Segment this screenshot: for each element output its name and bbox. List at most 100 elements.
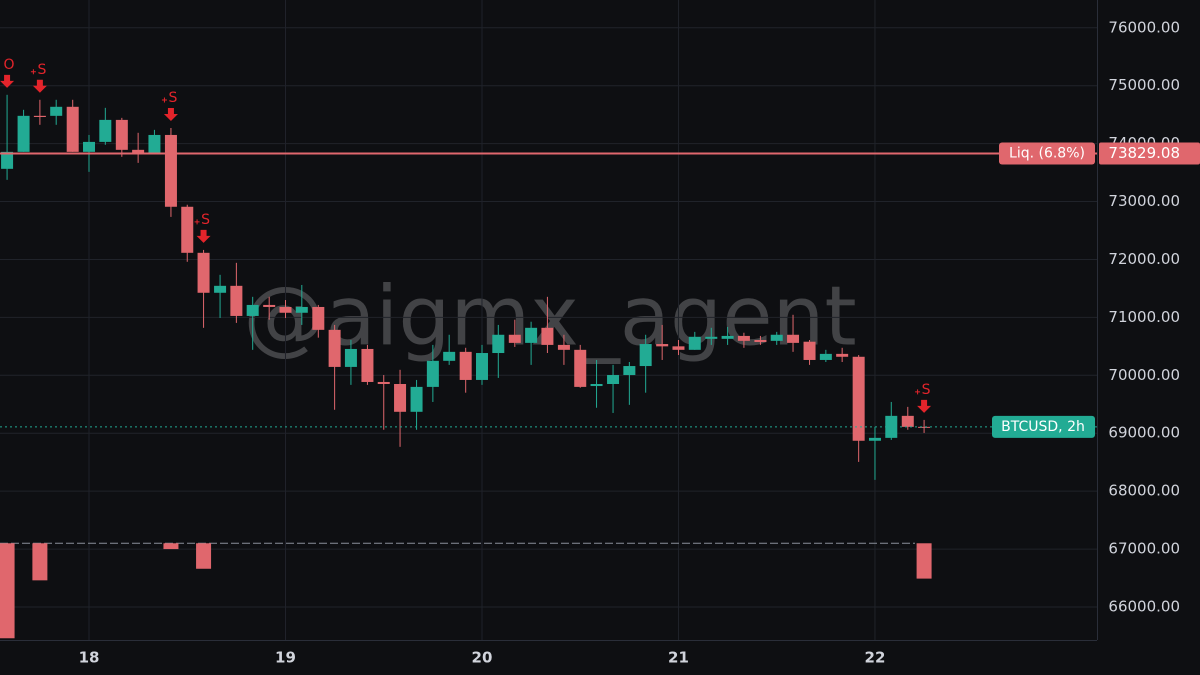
candle-body [328, 329, 341, 367]
y-tick-label: 69000.00 [1108, 424, 1180, 442]
y-tick-label: 67000.00 [1108, 540, 1180, 558]
candle-body [394, 384, 407, 412]
candle-body [115, 119, 128, 150]
marks [0, 94, 932, 639]
candle-body [672, 346, 685, 350]
x-tick-label: 19 [275, 649, 296, 667]
candle-body [754, 339, 767, 343]
marker-plus [194, 219, 200, 225]
marker-label: S [922, 382, 931, 398]
indicator-bar [0, 543, 15, 639]
candle-body [836, 353, 849, 357]
candle-body [246, 304, 259, 316]
marker-plus [30, 69, 36, 75]
candle-body [623, 366, 636, 376]
candle-body [656, 344, 669, 347]
candle-body [344, 348, 357, 367]
candle-body [918, 426, 931, 428]
candle-body [33, 115, 46, 117]
liq-price-box [1099, 142, 1200, 165]
overlay: O S S S S Liq. (6.8%) BTCUSD, 2h [0, 57, 1097, 438]
candle-body [819, 353, 832, 360]
candle-body [492, 334, 505, 354]
candle-body [443, 351, 456, 361]
candle-body [164, 134, 177, 207]
candle-body [737, 335, 750, 341]
x-tick-label: 20 [472, 649, 493, 667]
candle-body [590, 384, 603, 387]
candle-body [639, 344, 652, 367]
x-tick-label: 22 [865, 649, 886, 667]
marker-arrow [163, 108, 178, 121]
candle-body [132, 149, 145, 153]
indicator-bar [32, 543, 48, 581]
candle-body [263, 304, 276, 307]
candle-body [426, 360, 439, 387]
candle-body [197, 252, 210, 293]
grid: @aigmx_agent [0, 0, 1097, 640]
x-tick-label: 21 [668, 649, 689, 667]
candle-body [99, 119, 112, 142]
marker-arrow [0, 74, 15, 88]
price-label: BTCUSD, 2h [1001, 419, 1085, 435]
marker-arrow [917, 399, 932, 413]
marker-label: O [4, 57, 15, 73]
candle-body [721, 335, 734, 339]
indicator-bar [163, 543, 179, 550]
candle-body [541, 327, 554, 345]
candle-body [868, 437, 881, 441]
y-tick-label: 76000.00 [1108, 18, 1180, 36]
candle-body [50, 106, 63, 116]
candle-body [312, 306, 325, 330]
candle-body [181, 206, 194, 253]
candle-body [525, 327, 538, 343]
candle-body [17, 115, 30, 152]
candle-body [377, 381, 390, 384]
marker-label: S [37, 62, 46, 78]
candle-body [770, 334, 783, 341]
axes: 66000.00 67000.00 68000.00 69000.00 70000.00… [79, 18, 1200, 667]
x-tick-label: 18 [79, 649, 100, 667]
candle-body [688, 336, 701, 350]
candle-body [148, 134, 161, 153]
y-tick-label: 73000.00 [1108, 192, 1180, 210]
liq-label: Liq. (6.8%) [1009, 146, 1085, 162]
marker-arrow [32, 79, 47, 93]
candle-body [705, 336, 718, 339]
candle-body [459, 351, 472, 380]
indicator-bar [196, 543, 212, 569]
candle-body [361, 348, 374, 382]
candle-body [295, 306, 308, 313]
candle-body [410, 386, 423, 412]
candle-body [1, 151, 14, 169]
candle-body [279, 306, 292, 313]
candle-body [557, 344, 570, 350]
candle-body [230, 285, 243, 316]
marker-arrow [196, 229, 211, 243]
marker-plus [161, 97, 167, 103]
y-tick-label: 68000.00 [1108, 482, 1180, 500]
candle-body [803, 341, 816, 360]
candle-body [475, 353, 488, 380]
y-tick-label: 75000.00 [1108, 76, 1180, 94]
candle-body [83, 141, 96, 152]
marker-label: S [169, 90, 178, 106]
candle-body [66, 106, 79, 152]
candle-body [901, 415, 914, 427]
y-tick-label: 71000.00 [1108, 308, 1180, 326]
liq-label-box [999, 142, 1095, 165]
indicator-bar [916, 543, 932, 579]
y-tick-label: 72000.00 [1108, 250, 1180, 268]
marker-plus [915, 389, 921, 395]
y-tick-label: 66000.00 [1108, 597, 1180, 615]
candle-body [852, 356, 865, 441]
candle-body [214, 285, 227, 293]
price-label-box [992, 415, 1095, 438]
candle-body [607, 375, 620, 384]
liq-price: 73829.08 [1108, 144, 1180, 162]
candle-body [574, 349, 587, 387]
candle-body [508, 334, 521, 343]
y-tick-label: 70000.00 [1108, 366, 1180, 384]
